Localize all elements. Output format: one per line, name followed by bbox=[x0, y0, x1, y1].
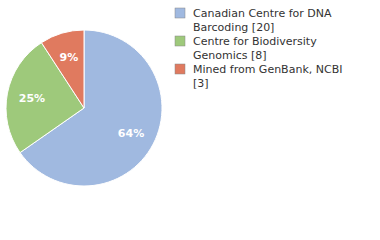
pie-slice bbox=[41, 30, 84, 108]
legend-swatch bbox=[175, 8, 185, 18]
legend-swatch bbox=[175, 36, 185, 46]
pie-slice bbox=[6, 43, 84, 153]
data-label: 25% bbox=[19, 92, 45, 105]
legend-label: Canadian Centre for DNABarcoding [20] bbox=[193, 7, 332, 34]
pie bbox=[6, 30, 162, 186]
legend-label: Centre for BiodiversityGenomics [8] bbox=[193, 35, 317, 62]
chart: 64% 25% 9% Canadian Centre for DNABarcoding… bbox=[0, 0, 380, 240]
legend-label: Mined from GenBank, NCBI[3] bbox=[193, 63, 342, 90]
data-label: 9% bbox=[60, 51, 79, 64]
legend: Canadian Centre for DNABarcoding [20]Cen… bbox=[175, 7, 342, 90]
legend-swatch bbox=[175, 64, 185, 74]
data-labels: 64% 25% 9% bbox=[19, 51, 144, 139]
data-label: 64% bbox=[118, 127, 144, 140]
